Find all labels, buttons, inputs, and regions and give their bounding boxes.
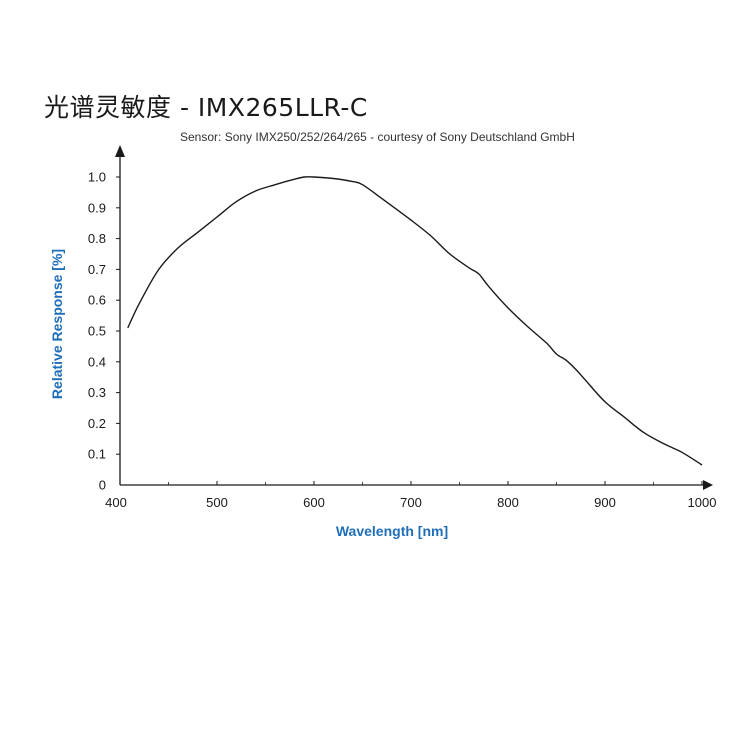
y-tick-label: 0: [99, 478, 106, 493]
y-tick-label: 0.5: [88, 324, 106, 339]
y-tick-label: 0.3: [88, 385, 106, 400]
x-tick-label: 400: [105, 495, 127, 510]
x-tick-label: 900: [594, 495, 616, 510]
y-tick-label: 0.4: [88, 354, 106, 369]
chart-title: 光谱灵敏度 - IMX265LLR-C: [44, 93, 368, 122]
x-tick-label: 500: [206, 495, 228, 510]
y-tick-label: 0.7: [88, 262, 106, 277]
x-tick-label: 800: [497, 495, 519, 510]
y-tick-label: 0.1: [88, 447, 106, 462]
x-tick-label: 700: [400, 495, 422, 510]
y-tick-label: 1.0: [88, 170, 106, 185]
y-tick-label: 0.8: [88, 231, 106, 246]
x-tick-label: 1000: [688, 495, 717, 510]
y-axis-title: Relative Response [%]: [49, 249, 65, 399]
y-tick-label: 0.9: [88, 200, 106, 215]
chart-subtitle: Sensor: Sony IMX250/252/264/265 - courte…: [180, 130, 575, 144]
x-tick-label: 600: [303, 495, 325, 510]
response-curve: [127, 176, 703, 466]
y-axis-arrow: [115, 145, 125, 157]
x-axis-arrow: [703, 480, 713, 490]
y-tick-label: 0.2: [88, 416, 106, 431]
y-tick-label: 0.6: [88, 293, 106, 308]
x-axis-title: Wavelength [nm]: [336, 523, 448, 539]
ticks: 0 0.1 0.2 0.3 0.4 0.5 0.6 0.7 0.8 0.9 1.0 400 500 600…: [88, 170, 717, 511]
axes: [115, 145, 713, 490]
